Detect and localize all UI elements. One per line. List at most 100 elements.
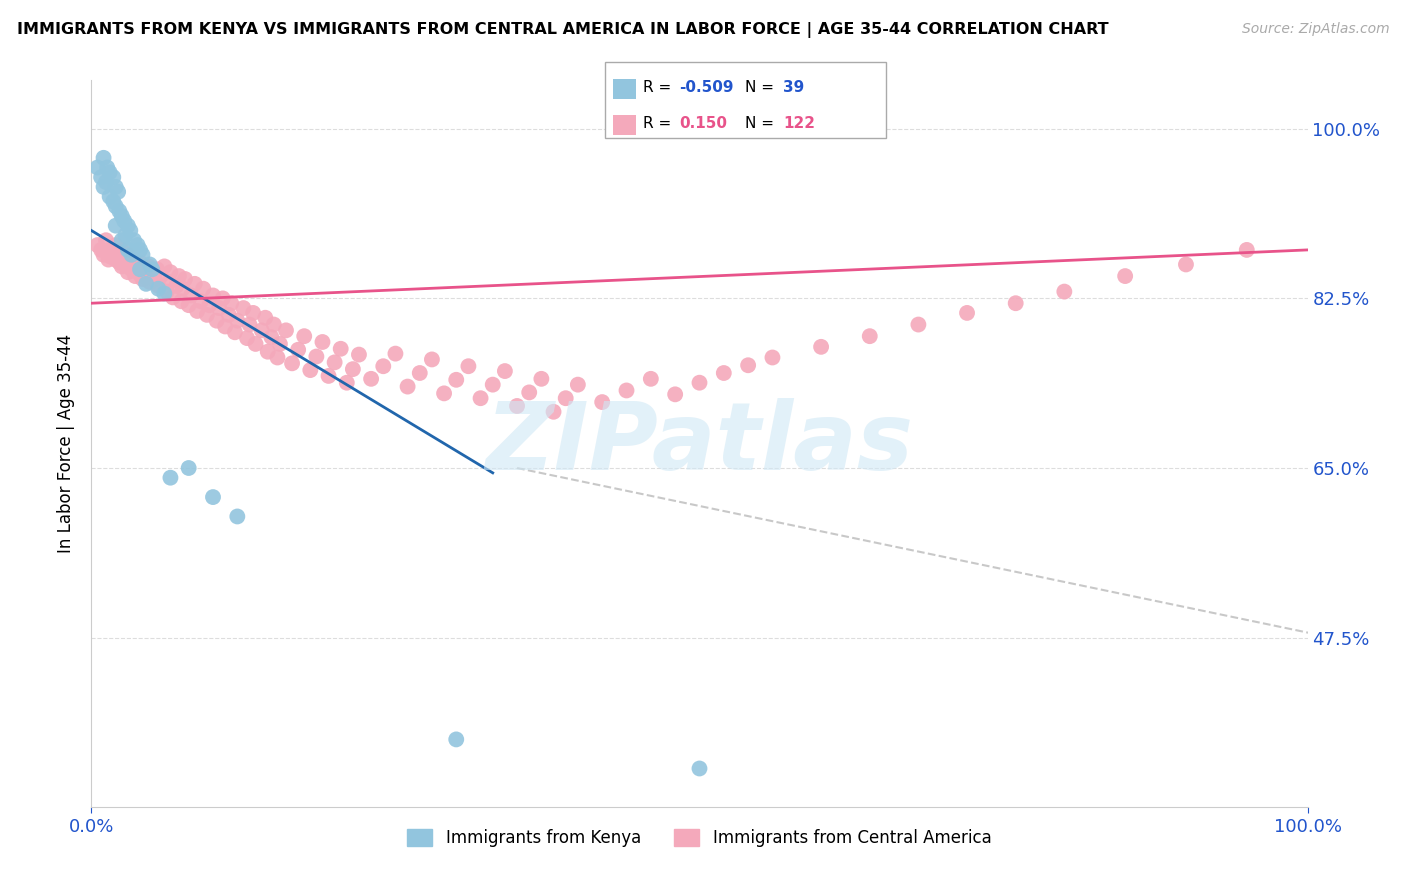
Point (859, 329, 882, 343)
Point (167, 269, 190, 284)
Point (129, 255, 152, 269)
Point (444, 373, 467, 387)
Point (409, 366, 432, 380)
Point (202, 490, 225, 504)
Point (143, 272, 166, 286)
Text: Source: ZipAtlas.com: Source: ZipAtlas.com (1241, 22, 1389, 37)
Point (517, 385, 540, 400)
Y-axis label: In Labor Force | Age 35-44: In Labor Force | Age 35-44 (58, 334, 76, 553)
Point (299, 363, 322, 377)
Point (494, 364, 516, 378)
Point (567, 377, 589, 392)
Point (664, 387, 686, 401)
Point (305, 350, 328, 364)
Point (98, 243, 121, 257)
Point (121, 248, 143, 262)
Point (810, 340, 832, 354)
Point (214, 319, 236, 334)
Point (1053, 285, 1076, 299)
Point (186, 304, 208, 318)
Point (134, 262, 156, 277)
Text: 39: 39 (783, 79, 804, 95)
Point (104, 252, 127, 267)
Point (124, 269, 146, 284)
Point (198, 298, 221, 312)
Point (211, 292, 233, 306)
Point (256, 344, 278, 359)
Point (120, 255, 142, 269)
Point (93, 180, 115, 194)
Point (117, 219, 139, 233)
Point (737, 358, 759, 372)
Point (170, 294, 193, 309)
Point (131, 248, 153, 262)
Point (433, 386, 456, 401)
Point (162, 290, 184, 304)
Point (172, 282, 194, 296)
Text: ZIPatlas: ZIPatlas (485, 398, 914, 490)
Point (195, 308, 218, 322)
Point (103, 194, 125, 209)
Point (506, 399, 529, 413)
Point (98, 189, 121, 203)
Text: 122: 122 (783, 116, 815, 130)
Point (153, 286, 176, 301)
Point (139, 275, 162, 289)
Point (122, 233, 145, 247)
Point (224, 326, 246, 340)
Point (122, 252, 145, 267)
Point (688, 762, 710, 776)
Point (1175, 257, 1198, 271)
Point (616, 384, 638, 398)
Point (117, 248, 139, 262)
Point (232, 301, 254, 315)
Point (202, 288, 225, 302)
Point (117, 265, 139, 279)
Point (266, 351, 288, 365)
Point (444, 732, 467, 747)
Point (907, 318, 929, 332)
Point (1004, 296, 1026, 310)
Point (384, 346, 406, 360)
Point (530, 372, 553, 386)
Point (245, 337, 267, 351)
Point (543, 405, 565, 419)
Point (114, 257, 136, 271)
Point (218, 308, 240, 322)
Point (127, 238, 149, 252)
Point (104, 199, 127, 213)
Point (281, 356, 304, 370)
Point (360, 372, 382, 386)
Point (107, 248, 129, 262)
Point (129, 262, 152, 277)
Point (141, 265, 163, 279)
Point (373, 359, 395, 374)
Point (149, 269, 172, 284)
Text: -0.509: -0.509 (679, 79, 734, 95)
Text: IMMIGRANTS FROM KENYA VS IMMIGRANTS FROM CENTRAL AMERICA IN LABOR FORCE | AGE 35: IMMIGRANTS FROM KENYA VS IMMIGRANTS FROM… (17, 22, 1108, 38)
Text: R =: R = (643, 79, 676, 95)
Point (111, 260, 134, 274)
Text: N =: N = (745, 116, 779, 130)
Point (90, 170, 112, 185)
Point (260, 330, 283, 344)
Point (174, 272, 197, 286)
Point (688, 376, 710, 390)
Point (184, 277, 207, 291)
Point (180, 288, 202, 302)
Point (1114, 269, 1136, 284)
Point (250, 323, 273, 337)
Point (120, 223, 142, 237)
Point (86, 238, 108, 252)
Point (112, 214, 135, 228)
Point (554, 391, 576, 405)
Point (481, 377, 503, 392)
Point (100, 250, 122, 264)
Point (108, 204, 131, 219)
Point (269, 337, 291, 351)
Point (104, 180, 127, 194)
Point (112, 252, 135, 267)
Point (226, 509, 249, 524)
Point (287, 343, 309, 357)
Point (117, 243, 139, 257)
